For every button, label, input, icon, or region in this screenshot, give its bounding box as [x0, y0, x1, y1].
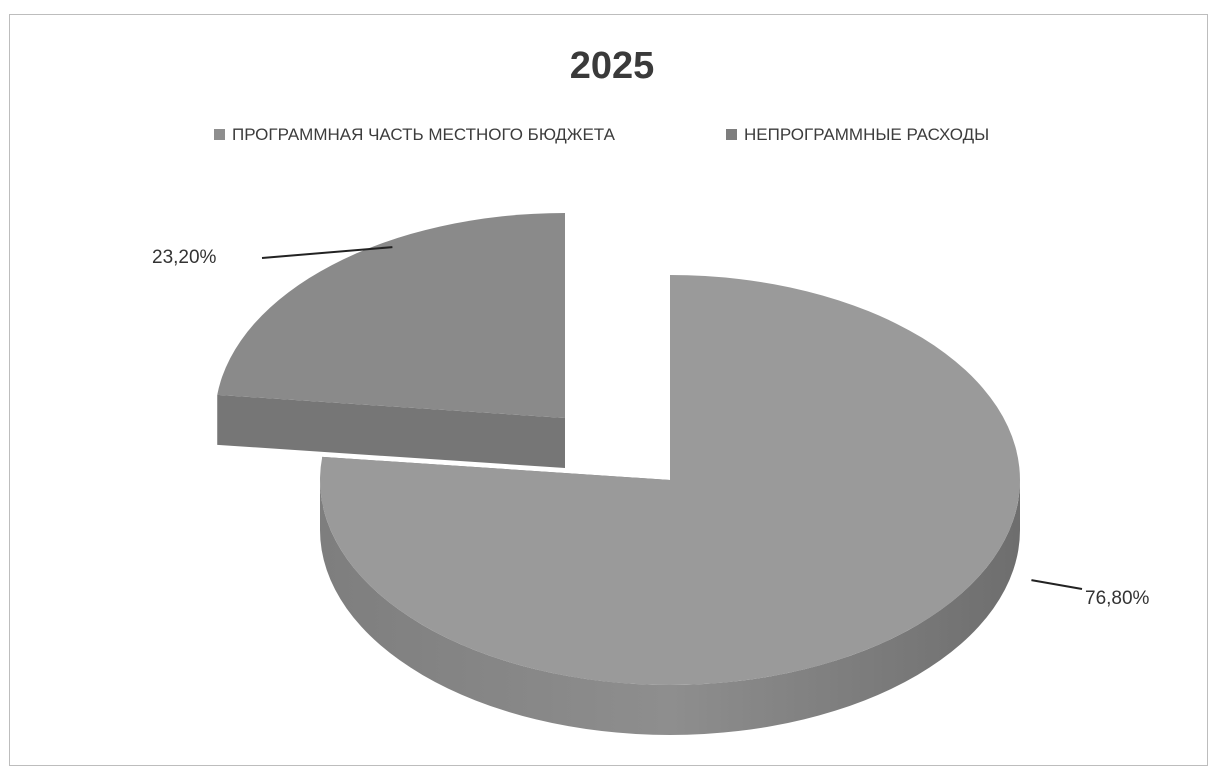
slice-program-side	[320, 480, 1020, 735]
legend-swatch-program	[214, 129, 225, 140]
chart-title: 2025	[570, 45, 655, 87]
leader-line-nonprogram	[261, 246, 393, 259]
slice-nonprogram	[217, 213, 566, 418]
pie-slices	[217, 213, 1021, 735]
data-label-nonprogram: 23,20%	[152, 247, 217, 268]
legend-label-program: ПРОГРАММНАЯ ЧАСТЬ МЕСТНОГО БЮДЖЕТА	[232, 125, 616, 144]
chart-legend: ПРОГРАММНАЯ ЧАСТЬ МЕСТНОГО БЮДЖЕТА НЕПРО…	[214, 125, 989, 144]
legend-swatch-nonprogram	[726, 129, 737, 140]
slice-nonprogram-cut-start	[217, 394, 566, 468]
data-label-program: 76,80%	[1085, 588, 1150, 609]
leader-line-program	[1031, 579, 1083, 590]
data-labels: 23,20% 76,80%	[152, 246, 1150, 609]
slice-program	[320, 275, 1021, 685]
legend-label-nonprogram: НЕПРОГРАММНЫЕ РАСХОДЫ	[744, 125, 989, 144]
